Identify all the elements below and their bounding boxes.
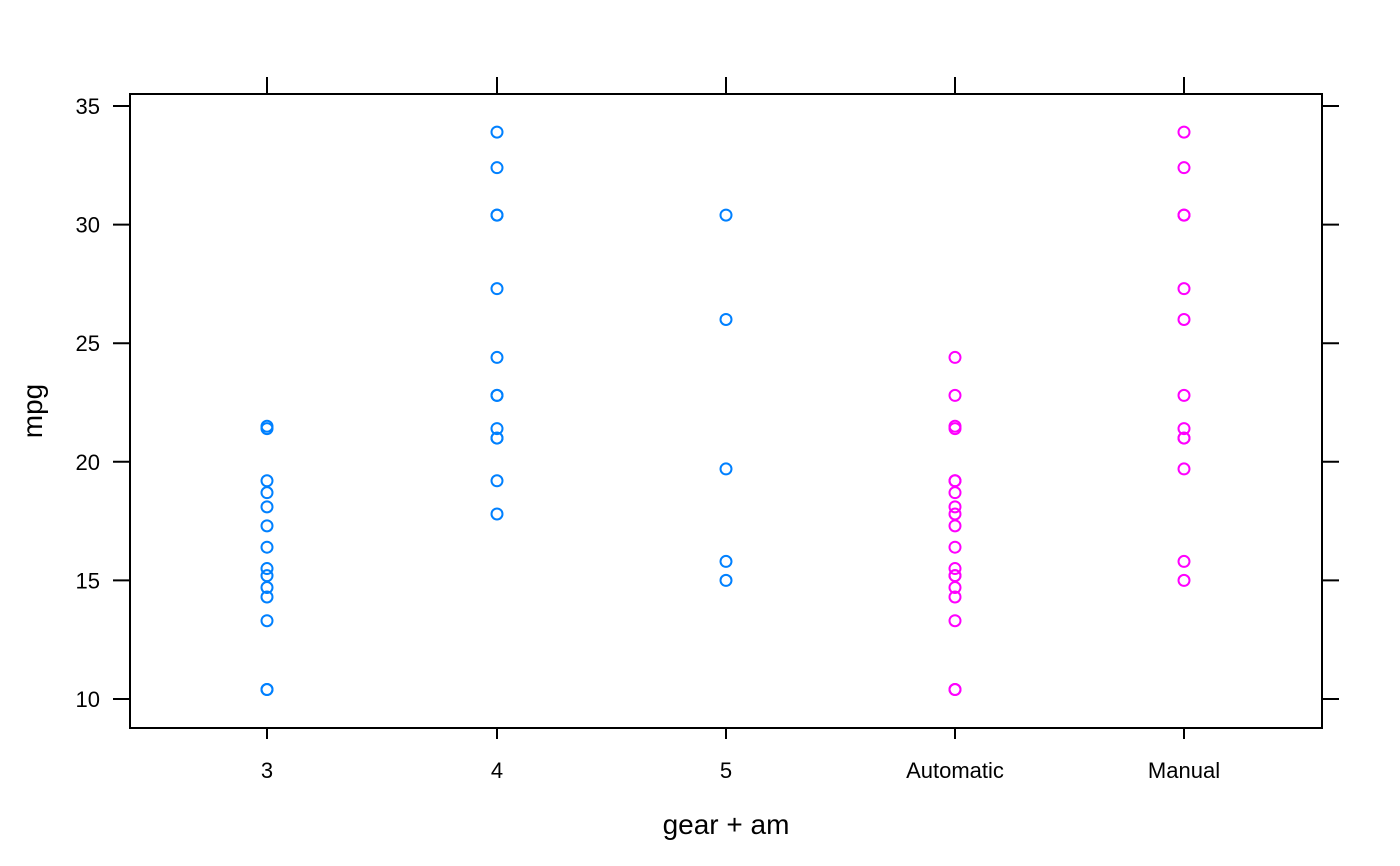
y-tick-label: 10 bbox=[76, 687, 100, 712]
x-tick-label: 5 bbox=[720, 758, 732, 783]
plot-frame bbox=[129, 93, 1323, 729]
axis-ticks: 3 4 5 Automatic Manual 10 15 20 25 30 35 bbox=[76, 77, 1339, 783]
data-point bbox=[260, 419, 274, 433]
data-point bbox=[490, 507, 504, 521]
data-point bbox=[1177, 554, 1191, 568]
data-point bbox=[1177, 462, 1191, 476]
data-point bbox=[260, 614, 274, 628]
data-point bbox=[948, 388, 962, 402]
data-point bbox=[948, 569, 962, 583]
y-tick-label: 30 bbox=[76, 213, 100, 238]
data-point bbox=[948, 562, 962, 576]
data-point bbox=[948, 590, 962, 604]
data-point bbox=[260, 500, 274, 514]
data-point bbox=[948, 683, 962, 697]
data-point bbox=[260, 581, 274, 595]
data-point bbox=[1177, 208, 1191, 222]
data-point bbox=[948, 350, 962, 364]
data-point bbox=[1177, 312, 1191, 326]
data-point bbox=[260, 474, 274, 488]
data-point bbox=[719, 554, 733, 568]
data-point bbox=[260, 562, 274, 576]
data-point bbox=[490, 422, 504, 436]
y-tick-label: 15 bbox=[76, 568, 100, 593]
x-tick-label: 3 bbox=[261, 758, 273, 783]
x-tick-label: Manual bbox=[1148, 758, 1220, 783]
x-tick-label: 4 bbox=[491, 758, 503, 783]
data-point bbox=[719, 208, 733, 222]
data-point bbox=[948, 540, 962, 554]
y-tick-label: 25 bbox=[76, 331, 100, 356]
data-point bbox=[490, 350, 504, 364]
y-tick-label: 35 bbox=[76, 94, 100, 119]
data-point bbox=[948, 614, 962, 628]
data-point bbox=[1177, 431, 1191, 445]
data-points bbox=[260, 125, 1191, 697]
data-point bbox=[490, 431, 504, 445]
data-point bbox=[260, 519, 274, 533]
data-point bbox=[260, 569, 274, 583]
data-point bbox=[490, 388, 504, 402]
data-point bbox=[948, 519, 962, 533]
data-point bbox=[719, 462, 733, 476]
data-point bbox=[260, 540, 274, 554]
data-point bbox=[948, 474, 962, 488]
data-point bbox=[490, 208, 504, 222]
data-point bbox=[719, 312, 733, 326]
data-point bbox=[490, 282, 504, 296]
data-point bbox=[948, 422, 962, 436]
data-point bbox=[948, 507, 962, 521]
data-point bbox=[490, 474, 504, 488]
data-point bbox=[490, 125, 504, 139]
data-point bbox=[1177, 388, 1191, 402]
x-axis-label: gear + am bbox=[663, 809, 790, 840]
y-tick-label: 20 bbox=[76, 450, 100, 475]
data-point bbox=[1177, 422, 1191, 436]
data-point bbox=[719, 573, 733, 587]
data-point bbox=[1177, 573, 1191, 587]
data-point bbox=[948, 486, 962, 500]
data-point bbox=[490, 161, 504, 175]
x-tick-label: Automatic bbox=[906, 758, 1004, 783]
data-point bbox=[1177, 161, 1191, 175]
data-point bbox=[1177, 282, 1191, 296]
data-point bbox=[260, 590, 274, 604]
data-point bbox=[1177, 125, 1191, 139]
data-point bbox=[260, 683, 274, 697]
data-point bbox=[948, 500, 962, 514]
data-point bbox=[260, 486, 274, 500]
y-axis-label: mpg bbox=[17, 384, 48, 438]
